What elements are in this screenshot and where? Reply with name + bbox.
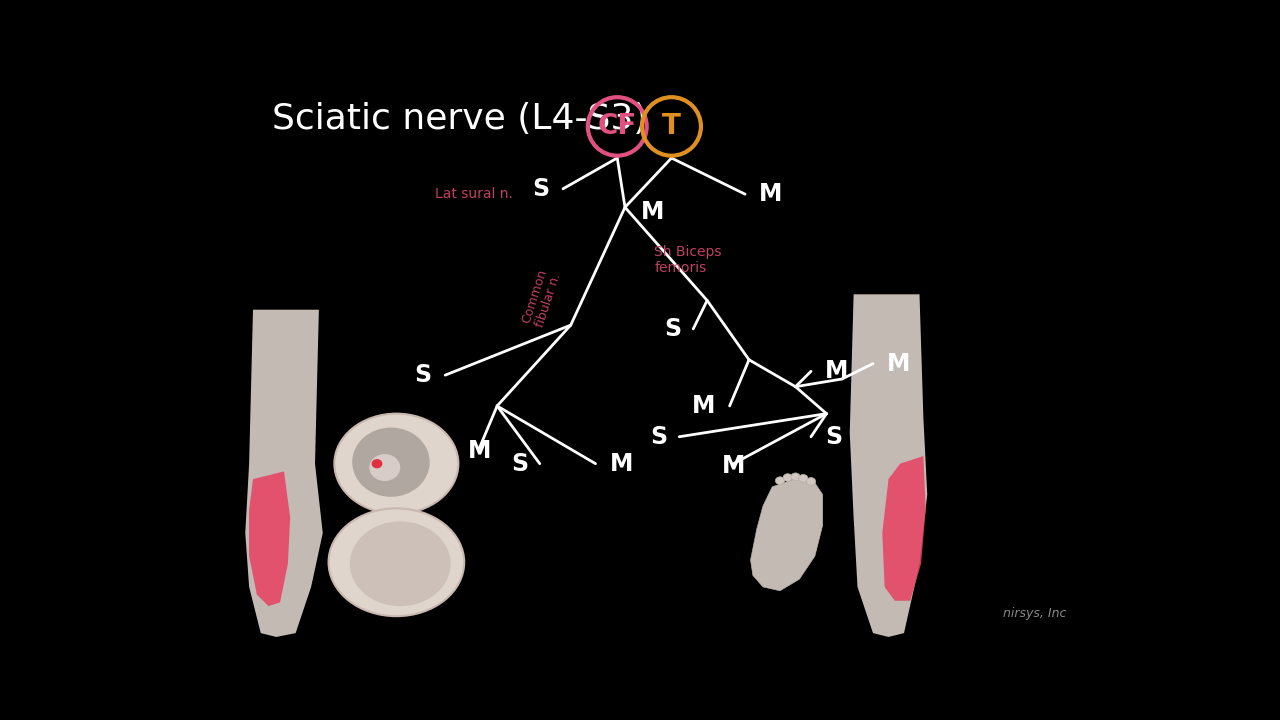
Polygon shape	[882, 456, 925, 600]
Text: M: M	[692, 394, 716, 418]
Text: CF: CF	[598, 112, 637, 140]
Text: S: S	[532, 177, 549, 201]
Ellipse shape	[329, 508, 465, 616]
Text: M: M	[640, 200, 664, 224]
Ellipse shape	[806, 477, 815, 485]
Text: Sh Biceps
femoris: Sh Biceps femoris	[654, 245, 722, 275]
Ellipse shape	[334, 414, 458, 514]
Ellipse shape	[352, 428, 430, 497]
Text: Common
fibular n.: Common fibular n.	[520, 267, 563, 329]
Text: M: M	[609, 451, 632, 476]
Text: M: M	[887, 351, 910, 376]
Ellipse shape	[776, 477, 785, 485]
Text: nirsys, Inc: nirsys, Inc	[1004, 608, 1066, 621]
Text: T: T	[662, 112, 681, 140]
Text: M: M	[759, 182, 782, 206]
Text: S: S	[650, 425, 668, 449]
Polygon shape	[850, 294, 927, 637]
Text: Sciatic nerve (L4-S3): Sciatic nerve (L4-S3)	[273, 102, 648, 136]
Polygon shape	[246, 310, 323, 637]
Ellipse shape	[791, 473, 800, 481]
Text: S: S	[415, 363, 431, 387]
Text: Lat sural n.: Lat sural n.	[435, 187, 512, 201]
Text: S: S	[824, 425, 842, 449]
Text: M: M	[824, 359, 849, 383]
Text: S: S	[664, 317, 681, 341]
Text: S: S	[511, 451, 529, 476]
Text: M: M	[722, 454, 745, 479]
Polygon shape	[750, 479, 823, 590]
Ellipse shape	[371, 459, 383, 468]
Ellipse shape	[369, 454, 401, 481]
Ellipse shape	[349, 521, 451, 606]
Ellipse shape	[799, 474, 808, 482]
Text: M: M	[467, 439, 492, 463]
Ellipse shape	[783, 474, 792, 482]
Polygon shape	[250, 472, 291, 606]
